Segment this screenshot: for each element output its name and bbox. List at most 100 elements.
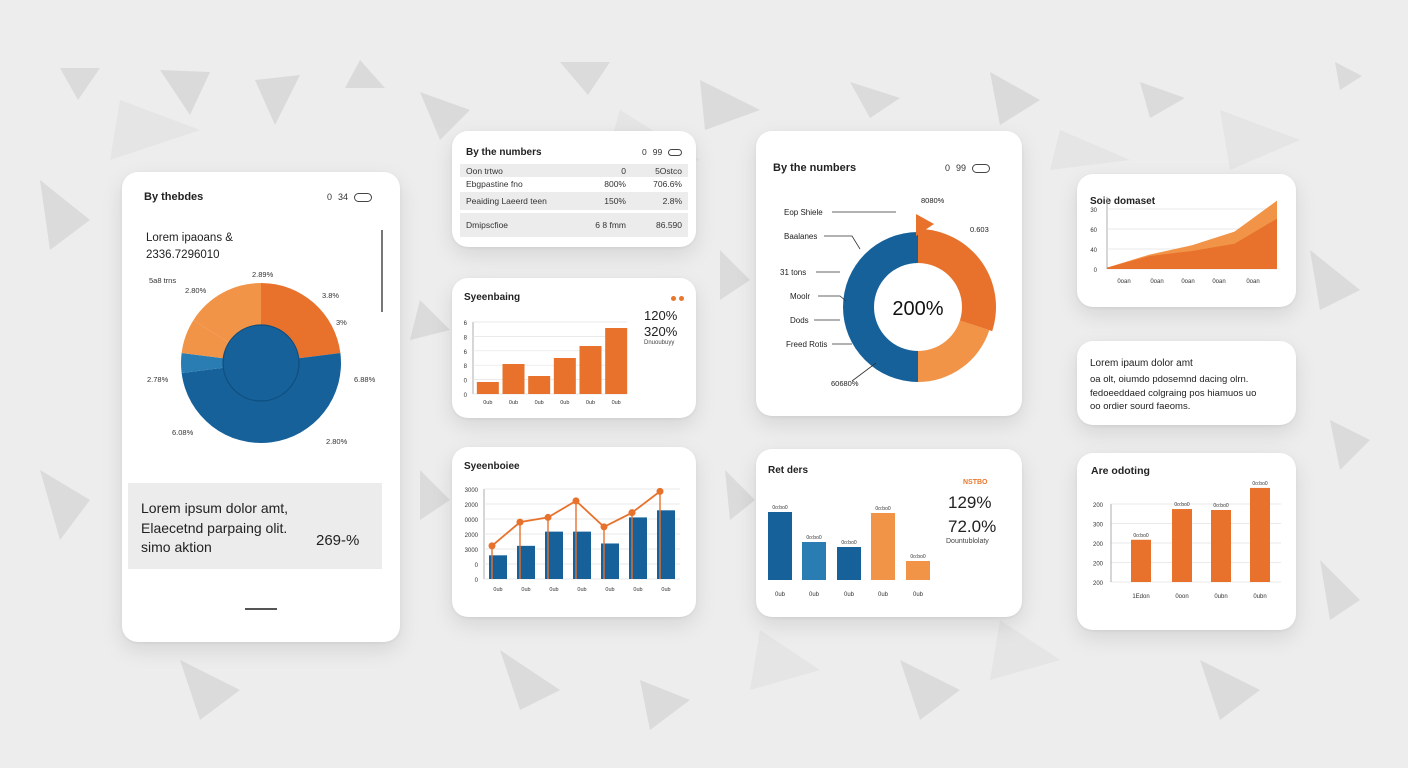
area-chart: 30 60 40 0 0oan 0oan 0oan 0oan 0oan: [1090, 197, 1277, 285]
line-point: [488, 542, 496, 550]
x-tick-label: 0ub: [493, 587, 502, 593]
donut-label: Baalanes: [784, 232, 817, 241]
x-tick-label: 0ub: [844, 592, 855, 598]
y-tick-label: 0: [1094, 268, 1098, 274]
x-tick-label: 0oan: [1246, 279, 1259, 285]
bar: [768, 512, 792, 580]
x-tick-label: 1Edon: [1132, 594, 1149, 600]
x-tick-label: 0ub: [509, 400, 518, 406]
y-tick-label: 8: [464, 364, 468, 370]
y-tick-label: 200: [1093, 562, 1104, 568]
line-point: [600, 523, 608, 531]
donut-label: Freed Rotis: [786, 340, 827, 349]
table-cell: 2.8%: [662, 196, 682, 206]
pie-inner-circle: [222, 324, 300, 402]
subtitle-value: 2336.7296010: [146, 249, 220, 261]
column-chart: 200 300 200 200 200 0o:bo0 1Edon 0o:bo0 0oon 0o:b…: [1093, 481, 1281, 600]
x-tick-label: 0ub: [535, 400, 544, 406]
x-tick-label: 0ub: [809, 592, 820, 598]
stat-value: 320%: [644, 324, 678, 339]
x-tick-label: 0ub: [605, 587, 614, 593]
donut-card-controls: 0 99: [945, 163, 991, 173]
data-label: 0o:bo0: [875, 506, 891, 512]
phone-card: By thebdes 0 34 Lorem ipaoans & 2336.729…: [122, 172, 400, 642]
leader-line: [818, 295, 847, 302]
bar: [553, 358, 576, 394]
y-tick-label: 3000: [465, 548, 479, 554]
toggle-icon[interactable]: [668, 148, 683, 156]
bar: [629, 517, 647, 579]
pie-label: 6.88%: [354, 375, 376, 384]
donut-center-value: 200%: [892, 298, 943, 320]
bar: [837, 547, 861, 580]
bar: [871, 513, 895, 580]
x-tick-label: 0ub: [483, 400, 492, 406]
donut-chart: Eop Shiele Baalanes 31 tons Moolr Dods F…: [780, 196, 996, 388]
label-leaders: [814, 211, 896, 382]
home-indicator[interactable]: [245, 608, 277, 610]
toggle-icon[interactable]: [354, 192, 373, 202]
bar: [528, 376, 551, 394]
table-row: Oon trtwo 0 5Ostco: [460, 164, 688, 177]
y-tick-label: 30: [1090, 208, 1097, 214]
text-card-body: oa olt, oiumdo pdosemnd dacing olrn. fed…: [1090, 373, 1256, 414]
bar: [1250, 487, 1270, 582]
pie-label: 2.80%: [185, 286, 207, 295]
y-tick-label: 300: [1093, 523, 1104, 529]
control-value: 34: [338, 192, 349, 202]
stat-badge: NSTBO: [963, 479, 988, 486]
pie-chart: 5a8 trns 2.89% 2.80% 3.8% 3% 6.88% 6.08%…: [147, 270, 376, 446]
y-tick-label: 2000: [465, 533, 479, 539]
table-cell: Oon trtwo: [466, 165, 503, 176]
x-tick-label: 0ub: [775, 592, 786, 598]
table-row: Dmipscfioe 6 8 fmm 86.590: [460, 213, 688, 237]
x-tick-label: 0ub: [521, 587, 530, 593]
data-label: 0o:bo0: [772, 505, 788, 511]
table-cell: 86.590: [656, 220, 682, 230]
line-point: [516, 518, 524, 526]
table-cell: 800%: [604, 179, 626, 189]
leader-line: [851, 362, 877, 382]
bar: [1211, 510, 1231, 582]
x-tick-label: 0ubn: [1253, 594, 1266, 600]
line-point: [572, 497, 580, 505]
x-tick-label: 0oon: [1175, 594, 1188, 600]
pie-label: 6.08%: [172, 428, 194, 437]
donut-label: Eop Shiele: [784, 208, 823, 217]
x-tick-label: 0ub: [577, 587, 586, 593]
phone-card-subtitle: Lorem ipaoans & 2336.7296010: [146, 230, 233, 264]
x-tick-label: 0oan: [1117, 279, 1130, 285]
table-card-title: By the numbers: [466, 147, 542, 158]
control-value: 0: [945, 163, 951, 173]
quote-line: simo aktion: [141, 539, 212, 555]
bar: [1131, 539, 1151, 582]
donut-card: By the numbers 0 99 Eop Shiele Baalanes …: [756, 131, 1022, 416]
area-card-title: Soie domaset: [1090, 196, 1156, 207]
bar: [906, 561, 930, 580]
table-row: Ebgpastine fno 800% 706.6%: [460, 177, 688, 191]
y-tick-label: 6: [464, 350, 468, 356]
toggle-icon[interactable]: [972, 163, 991, 173]
area-series: [1107, 218, 1277, 269]
pie-label: 3%: [336, 318, 347, 327]
donut-label: Dods: [790, 316, 809, 325]
col-card: Are odoting 200 300 200 200 200 0o:bo0 1Edon 0o…: [1077, 453, 1296, 630]
data-label: 0o:bo0: [1213, 503, 1229, 509]
quote-box: Lorem ipsum dolor amt, Elaecetnd parpain…: [128, 483, 382, 569]
x-tick-label: 0oan: [1212, 279, 1225, 285]
x-tick-label: 0ub: [612, 400, 621, 406]
data-label: 0o:bo0: [1133, 533, 1149, 539]
menu-dots-icon[interactable]: [671, 296, 684, 301]
x-tick-label: 0ubn: [1214, 594, 1227, 600]
bar: [545, 531, 563, 579]
x-tick-label: 0ub: [878, 592, 889, 598]
y-tick-label: 0: [464, 393, 468, 399]
bar: [502, 364, 525, 394]
pie-slice: [180, 352, 261, 374]
quote-value: 269-%: [316, 532, 360, 549]
scroll-indicator[interactable]: [381, 230, 383, 312]
y-tick-label: 6: [464, 321, 468, 327]
quote-line: Elaecetnd parpaing olit.: [141, 519, 288, 536]
combo-card-title: Syeenboiee: [464, 461, 520, 472]
table-cell: Dmipscfioe: [466, 220, 509, 230]
